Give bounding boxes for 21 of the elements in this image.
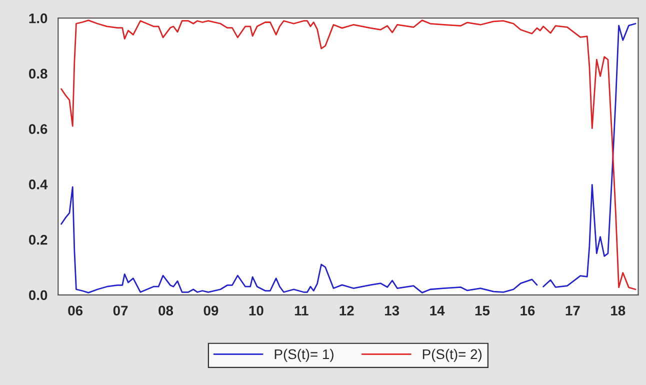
x-tick-label: 13: [384, 306, 400, 316]
x-tick-label: 10: [249, 306, 264, 316]
x-tick-label: 11: [294, 306, 308, 316]
x-tick-label: 18: [611, 306, 626, 316]
x-tick-label: 17: [566, 306, 580, 316]
x-tick-label: 15: [475, 306, 490, 316]
x-tick-label: 14: [430, 306, 445, 316]
x-tick-label: 16: [520, 306, 535, 316]
y-tick-label: 0.8: [28, 68, 48, 79]
x-tick-label: 09: [204, 306, 218, 316]
x-tick-label: 12: [340, 306, 354, 316]
y-tick-label: 0.2: [28, 234, 48, 245]
y-tick-label: 0.6: [28, 124, 48, 134]
x-tick-label: 08: [158, 306, 174, 316]
y-tick-label: 1.0: [29, 13, 48, 24]
x-tick-label: 07: [113, 306, 128, 316]
legend-label: P(S(t)= 1): [274, 348, 334, 362]
y-tick-label: 0.0: [28, 290, 48, 300]
y-tick-label: 0.4: [28, 180, 48, 190]
legend-label: P(S(t)= 2): [422, 348, 482, 362]
x-tick-label: 06: [68, 306, 83, 316]
